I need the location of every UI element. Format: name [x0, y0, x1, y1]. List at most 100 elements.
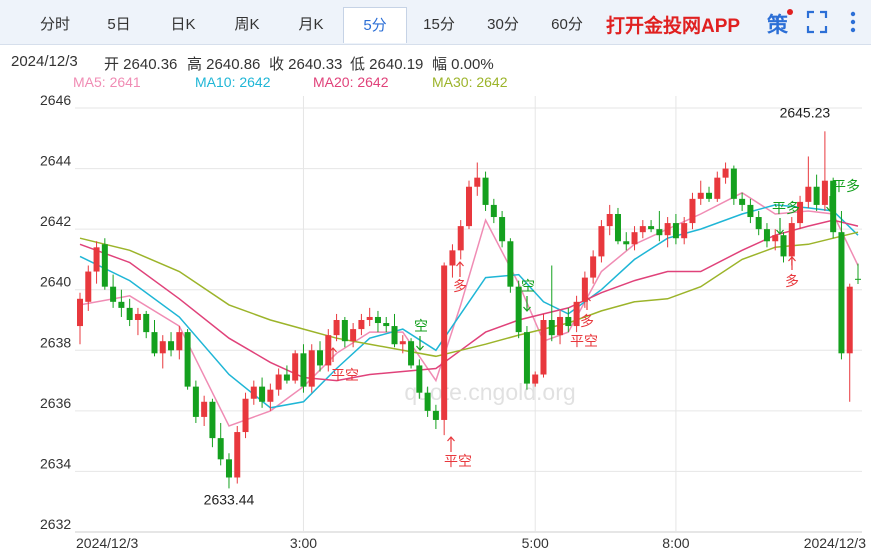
candle-body — [350, 329, 357, 342]
candle-body — [176, 332, 183, 351]
candle-body — [540, 320, 547, 375]
candle-body — [126, 307, 133, 320]
signal-arrow-head — [416, 345, 424, 351]
candle-body — [466, 186, 472, 227]
legend-entry: MA10: 2642 — [195, 74, 271, 90]
info-item: 高 2640.86 — [187, 56, 261, 73]
candle-body — [648, 226, 655, 230]
candle-body — [93, 247, 100, 272]
candle-body — [333, 320, 340, 336]
y-tick-label: 2646 — [40, 92, 71, 108]
tab[interactable]: 30分 — [487, 16, 519, 33]
tab[interactable]: 月K — [298, 16, 324, 33]
candle-body — [416, 365, 423, 393]
tab[interactable]: 15分 — [423, 16, 455, 33]
candle-body — [151, 332, 158, 354]
signal-label: 空 — [414, 318, 428, 334]
candle-body — [590, 256, 597, 278]
candle-body — [85, 271, 92, 302]
candle-body — [846, 286, 853, 354]
tab[interactable]: 周K — [234, 16, 260, 33]
candle-body — [275, 374, 282, 390]
signal-label: 平多 — [832, 178, 860, 194]
candle-body — [234, 432, 241, 478]
candle-body — [548, 320, 555, 336]
fullscreen-icon[interactable] — [806, 10, 828, 34]
signal-arrow-head — [456, 261, 464, 267]
candle-body — [341, 320, 348, 342]
candle-body — [797, 201, 804, 224]
candle-body — [672, 223, 679, 239]
candle-body — [159, 341, 166, 354]
candle-body — [259, 386, 266, 402]
tab[interactable]: 5日 — [107, 16, 131, 33]
candle-body — [143, 313, 150, 333]
tab[interactable]: 5分 — [343, 7, 407, 43]
strategy-button[interactable]: 策 — [767, 14, 788, 37]
tab[interactable]: 60分 — [551, 16, 583, 33]
signal-label: 平多 — [772, 200, 800, 216]
signal-arrow-head — [329, 347, 337, 353]
signal-label: 平空 — [570, 333, 598, 349]
signal-label: 空 — [521, 278, 535, 294]
candle-body — [515, 286, 522, 333]
signal-arrow-head — [776, 229, 784, 235]
candle-body — [374, 316, 381, 324]
candle-body — [706, 192, 713, 199]
candle-body — [192, 386, 199, 417]
chart: quote.cngold.org 2632 2634 2636 2638 2640 2642… — [40, 74, 866, 551]
candle-body — [813, 186, 820, 205]
candle-body — [805, 186, 812, 202]
x-tick-label: 5:00 — [522, 535, 549, 551]
signal-label: 多 — [580, 313, 594, 329]
candle-body — [201, 401, 208, 417]
candle-body — [292, 353, 299, 381]
candle-body — [399, 341, 406, 345]
candle-body — [565, 316, 572, 327]
y-tick-label: 2642 — [40, 213, 71, 229]
candle-body — [631, 232, 638, 245]
candle-body — [507, 241, 514, 287]
x-tick-label: 8:00 — [662, 535, 689, 551]
candle-body — [267, 389, 274, 402]
signal-label: 多 — [785, 273, 799, 289]
candle-body — [614, 214, 621, 242]
candle-body — [110, 286, 117, 302]
candle-body — [482, 177, 489, 205]
candle-body — [855, 278, 861, 280]
x-tick-label: 2024/12/3 — [76, 535, 138, 551]
candle-body — [714, 177, 721, 199]
y-tick-label: 2632 — [40, 516, 71, 532]
info-item: 开 2640.36 — [104, 56, 178, 73]
y-tick-label: 2634 — [40, 455, 71, 471]
candle-body — [217, 438, 224, 460]
candle-body — [747, 204, 754, 218]
candle-body — [283, 374, 290, 381]
candle-body — [391, 326, 398, 345]
candle-body — [788, 223, 795, 257]
candle-body — [581, 277, 588, 302]
candle-body — [639, 226, 646, 233]
tab[interactable]: 日K — [170, 16, 196, 33]
x-tick-label: 3:00 — [290, 535, 317, 551]
candle-body — [358, 320, 365, 330]
toolbar-icons — [806, 10, 856, 34]
candle-body — [134, 313, 141, 320]
candle-body — [457, 226, 464, 251]
signal-label: 平空 — [331, 367, 359, 383]
ma-line — [79, 231, 859, 358]
candle-body — [664, 223, 671, 236]
high-label: 2645.23 — [780, 104, 831, 120]
tab[interactable]: 分时 — [39, 16, 70, 33]
candle-body — [490, 204, 497, 218]
candle-body — [532, 374, 539, 384]
candle-body — [573, 301, 580, 327]
brand-link[interactable]: 打开金投网APP — [606, 16, 741, 37]
more-icon[interactable] — [850, 11, 856, 33]
candle-body — [689, 198, 696, 224]
candle-body — [383, 323, 390, 327]
legend-entry: MA30: 2642 — [432, 74, 508, 90]
candle-body — [697, 192, 704, 199]
candle-body — [722, 168, 729, 178]
candle-body — [242, 398, 249, 433]
